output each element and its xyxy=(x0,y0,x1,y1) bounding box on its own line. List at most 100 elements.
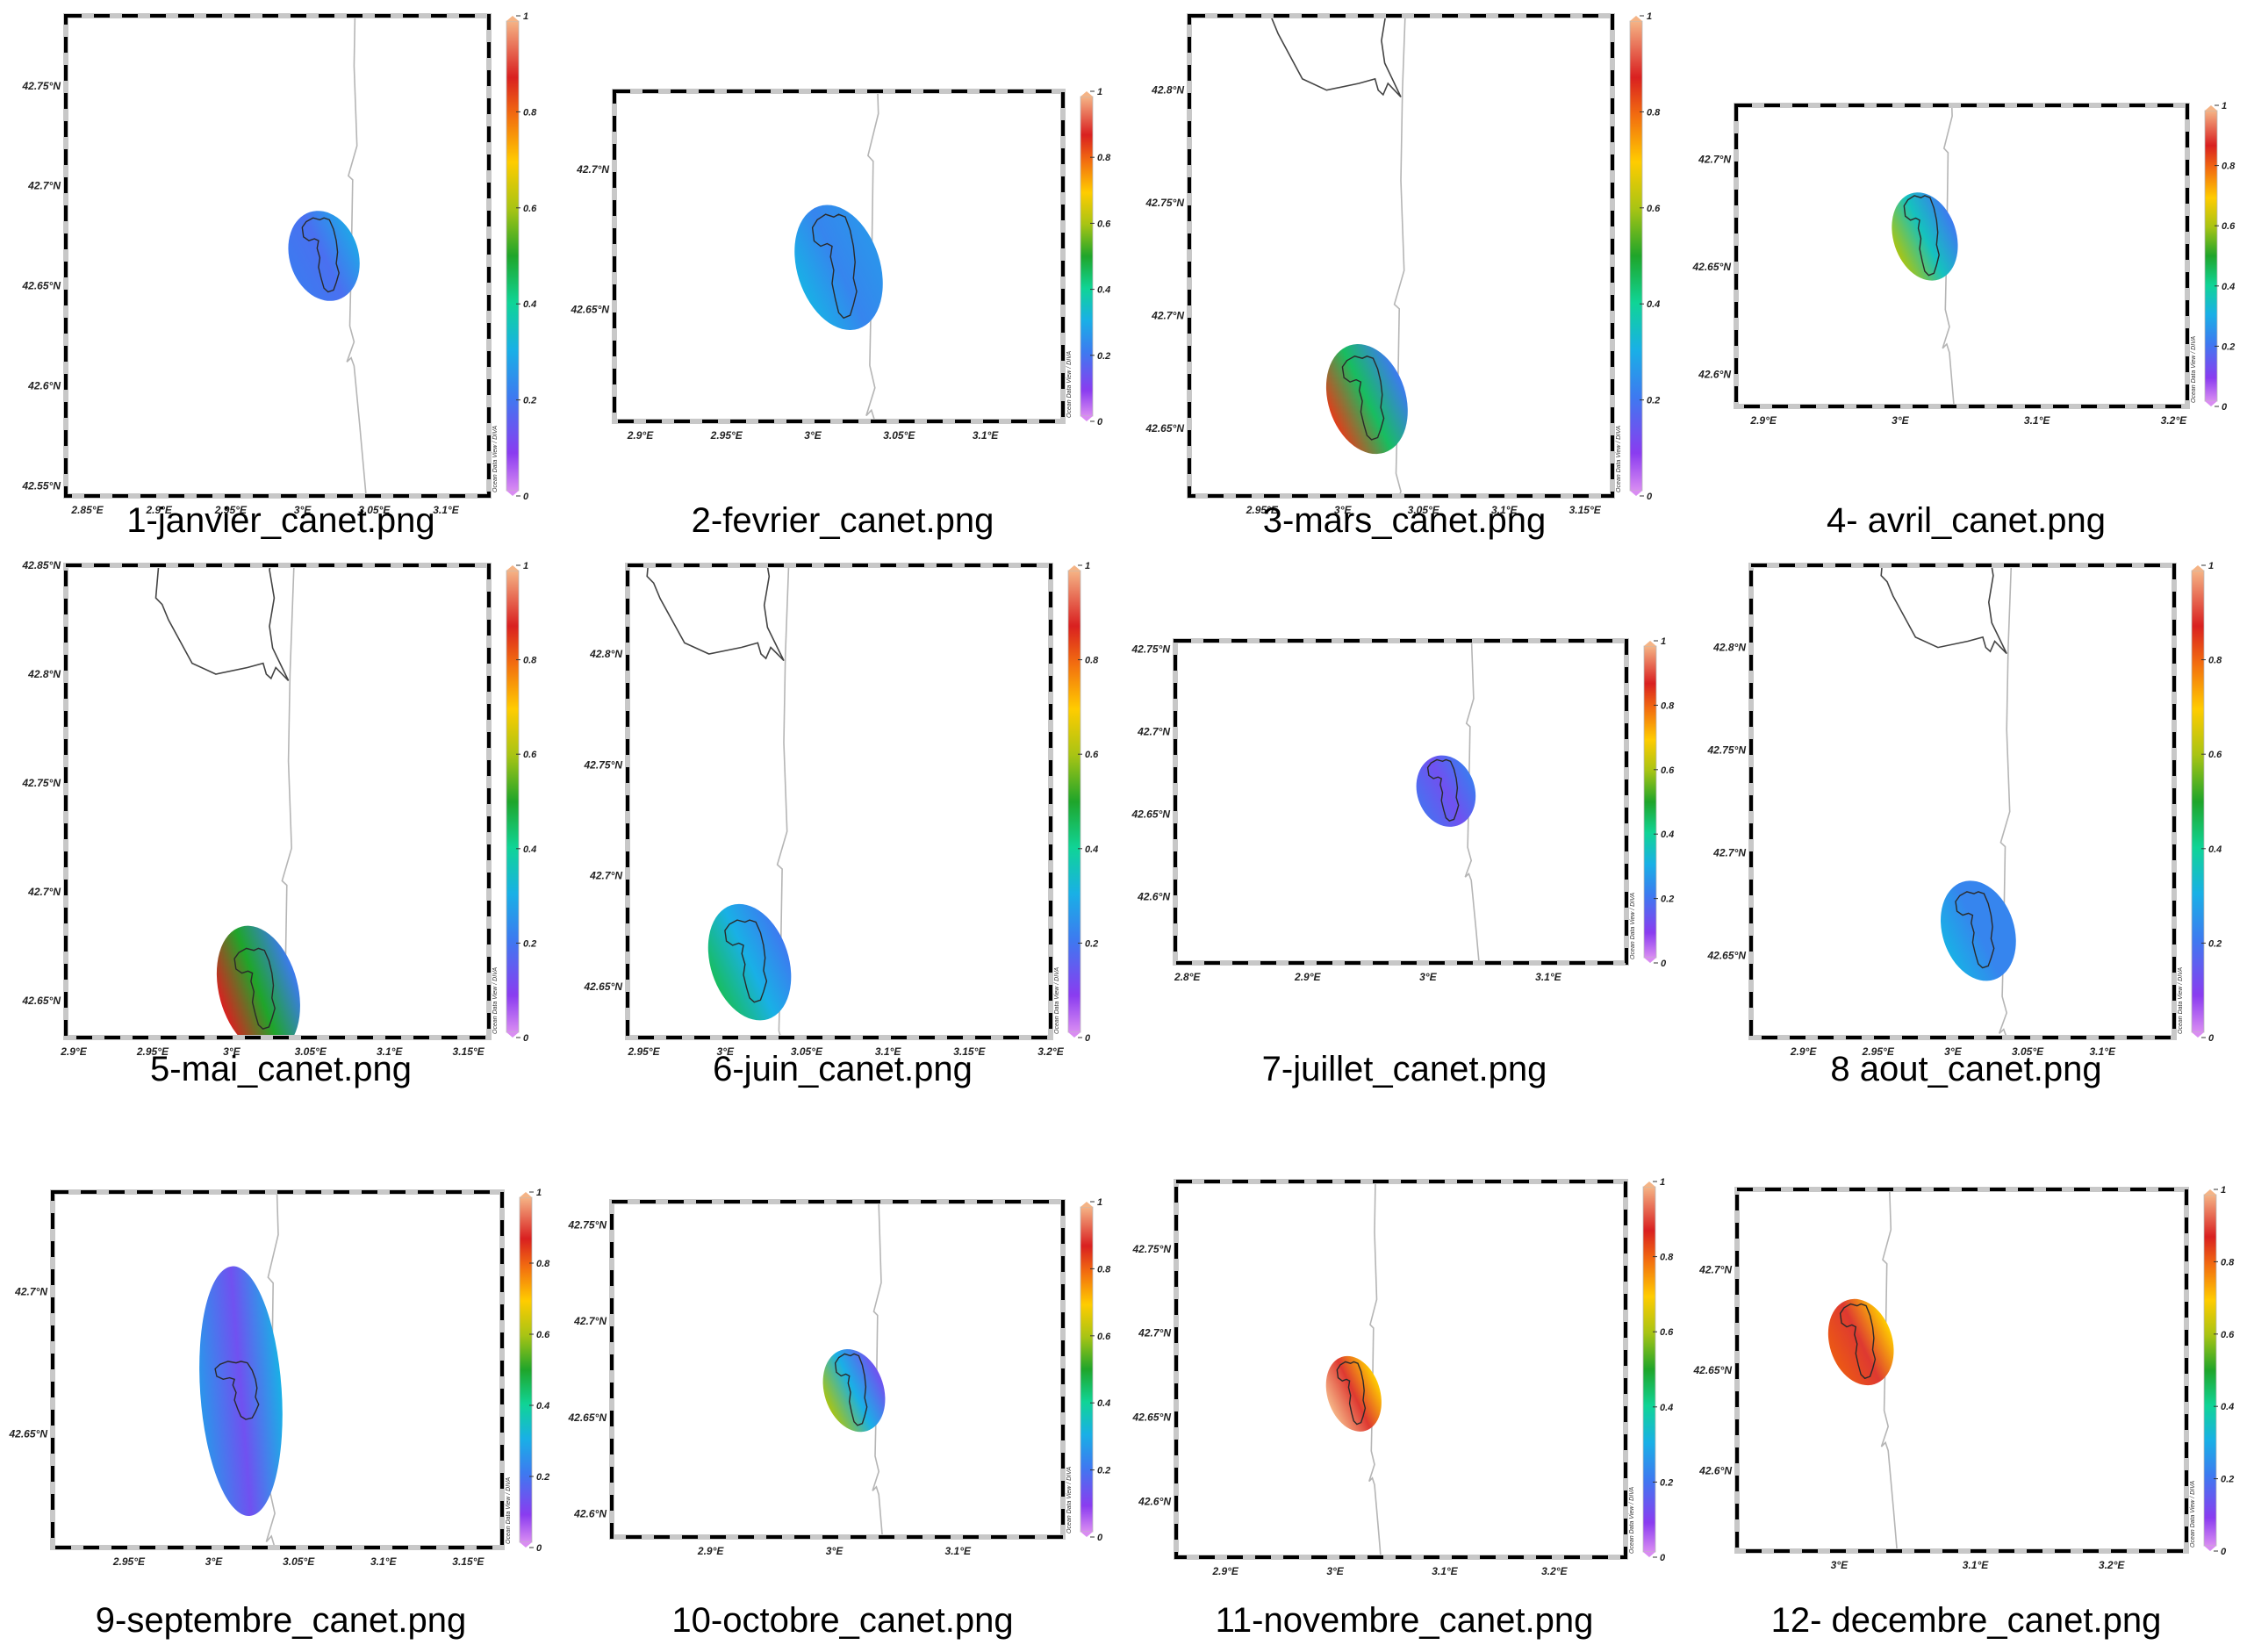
colorbar xyxy=(1067,570,1081,1033)
panel-caption: 7-juillet_canet.png xyxy=(1261,1050,1547,1088)
interpolated-field xyxy=(794,205,883,330)
lagoon-outline xyxy=(1880,565,2007,655)
colorbar-tick-label: 0.4 xyxy=(1085,844,1098,855)
y-tick-label: 42.7°N xyxy=(1698,1264,1732,1276)
colorbar-tick-label: 0.4 xyxy=(1660,1403,1673,1413)
colorbar-min-arrow xyxy=(1643,1552,1655,1557)
colorbar-tick-label: 0 xyxy=(536,1543,542,1554)
colorbar-tick-label: 0.8 xyxy=(523,107,537,118)
catchment-outline xyxy=(834,1353,868,1426)
y-tick-label: 42.8°N xyxy=(589,648,622,660)
interpolated-field xyxy=(288,211,360,301)
colorbar-tick-label: 0.4 xyxy=(523,299,536,310)
colorbar-tick-label: 0.2 xyxy=(536,1472,549,1483)
map-frame xyxy=(51,1190,504,1549)
catchment-outline xyxy=(1426,758,1460,822)
odv-watermark: Ocean Data View / DIVA xyxy=(2191,336,2197,403)
colorbar-tick-label: 0.4 xyxy=(2221,1402,2234,1412)
x-tick-label: 3.1°E xyxy=(1491,504,1518,516)
colorbar-tick-label: 0.4 xyxy=(2208,844,2222,855)
interpolated-field xyxy=(199,1266,283,1517)
y-tick-label: 42.75°N xyxy=(22,80,61,92)
colorbar-min-arrow xyxy=(2192,1032,2204,1038)
interpolated-field xyxy=(1325,344,1408,455)
colorbar-tick-label: 0.2 xyxy=(1097,1466,1110,1476)
odv-watermark: Ocean Data View / DIVA xyxy=(1616,426,1622,492)
interpolated-field xyxy=(1325,1355,1382,1432)
colorbar-tick-label: 1 xyxy=(1661,636,1666,647)
interpolated-field xyxy=(1941,880,2016,981)
colorbar-tick-label: 0.2 xyxy=(523,396,536,406)
x-tick-label: 3.2°E xyxy=(1541,1565,1568,1577)
x-tick-label: 3.15°E xyxy=(452,1555,485,1568)
catchment-outline xyxy=(724,919,768,1003)
odv-watermark: Ocean Data View / DIVA xyxy=(492,967,499,1034)
map-background xyxy=(66,16,489,496)
colorbar-tick-label: 1 xyxy=(2208,561,2214,571)
x-tick-label: 2.95°E xyxy=(214,504,248,516)
colorbar xyxy=(1080,96,1094,417)
y-tick-label: 42.65°N xyxy=(1132,1411,1172,1424)
colorbar-tick-label: 0.4 xyxy=(1647,299,1660,310)
odv-watermark: Ocean Data View / DIVA xyxy=(1630,893,1636,959)
colorbar-tick-label: 0.8 xyxy=(2221,1257,2235,1268)
colorbar-max-arrow xyxy=(1068,565,1080,571)
coastline xyxy=(346,16,367,496)
colorbar-tick-label: 0 xyxy=(1097,417,1103,427)
x-tick-label: 3.05°E xyxy=(791,1045,823,1058)
x-tick-label: 2.95°E xyxy=(112,1555,146,1568)
y-tick-label: 42.7°N xyxy=(1712,846,1746,858)
colorbar-min-arrow xyxy=(520,1542,532,1548)
coastline xyxy=(1942,105,1955,406)
colorbar-tick-label: 0.4 xyxy=(2222,282,2235,292)
colorbar-tick-label: 0 xyxy=(2222,402,2228,413)
colorbar-tick-label: 0.8 xyxy=(2222,162,2236,172)
x-tick-label: 3°E xyxy=(1419,971,1437,983)
y-tick-label: 42.7°N xyxy=(1137,726,1170,738)
catchment-outline xyxy=(1955,891,1995,969)
odv-watermark: Ocean Data View / DIVA xyxy=(492,426,499,492)
map-frame xyxy=(64,14,491,498)
colorbar-tick-label: 0.6 xyxy=(523,750,537,760)
map-panel-5: 2.9°E 2.95°E 3°E 3.05°E 3.1°E 3.15°E 42.65°N 42… xyxy=(22,559,538,1058)
colorbar-tick-label: 0.6 xyxy=(2208,750,2222,760)
colorbar-tick-label: 1 xyxy=(2221,1185,2226,1196)
odv-watermark: Ocean Data View / DIVA xyxy=(506,1477,512,1544)
x-tick-label: 3.2°E xyxy=(2161,414,2187,427)
panel-caption: 10-octobre_canet.png xyxy=(671,1601,1014,1640)
map-frame xyxy=(626,564,1052,1039)
map-background xyxy=(1175,641,1626,963)
colorbar-max-arrow xyxy=(1644,641,1656,646)
x-tick-label: 3.2°E xyxy=(1037,1045,1064,1058)
colorbar-tick-label: 0.8 xyxy=(1097,153,1111,163)
colorbar-max-arrow xyxy=(506,565,519,571)
y-tick-label: 42.8°N xyxy=(1151,84,1184,97)
colorbar-tick-label: 1 xyxy=(2222,101,2227,111)
x-tick-label: 3.15°E xyxy=(1569,504,1602,516)
y-tick-label: 42.6°N xyxy=(573,1508,607,1520)
x-tick-label: 2.9°E xyxy=(627,429,654,442)
odv-watermark: Ocean Data View / DIVA xyxy=(2190,1481,2196,1548)
lagoon-outline xyxy=(646,565,785,662)
colorbar-tick-label: 1 xyxy=(1097,1197,1102,1208)
map-panel-7: 2.8°E 2.9°E 3°E 3.1°E 42.6°N 42.65°N 42.7°N 42.… xyxy=(1131,636,1676,983)
y-tick-label: 42.7°N xyxy=(27,180,61,192)
map-background xyxy=(1737,1189,2186,1551)
odv-watermark: Ocean Data View / DIVA xyxy=(1066,351,1073,418)
lagoon-outline xyxy=(1268,16,1402,98)
y-tick-label: 42.75°N xyxy=(1707,744,1747,757)
odv-watermark: Ocean Data View / DIVA xyxy=(1066,1467,1073,1533)
x-tick-label: 3°E xyxy=(1831,1559,1849,1571)
colorbar-min-arrow xyxy=(506,491,519,496)
y-tick-label: 42.75°N xyxy=(1145,197,1185,209)
map-panel-8: 2.9°E 2.95°E 3°E 3.05°E 3.1°E 42.65°N 42.7°N 42… xyxy=(1707,561,2223,1058)
panel-caption: 3-mars_canet.png xyxy=(1262,501,1547,540)
panel-caption: 4- avril_canet.png xyxy=(1827,501,2106,540)
map-frame xyxy=(610,1200,1065,1539)
y-tick-label: 42.65°N xyxy=(9,1427,48,1440)
colorbar-min-arrow xyxy=(1080,1532,1093,1537)
colorbar-tick-label: 0.6 xyxy=(1097,219,1111,229)
colorbar xyxy=(2204,110,2218,402)
catchment-outline xyxy=(1903,195,1940,277)
